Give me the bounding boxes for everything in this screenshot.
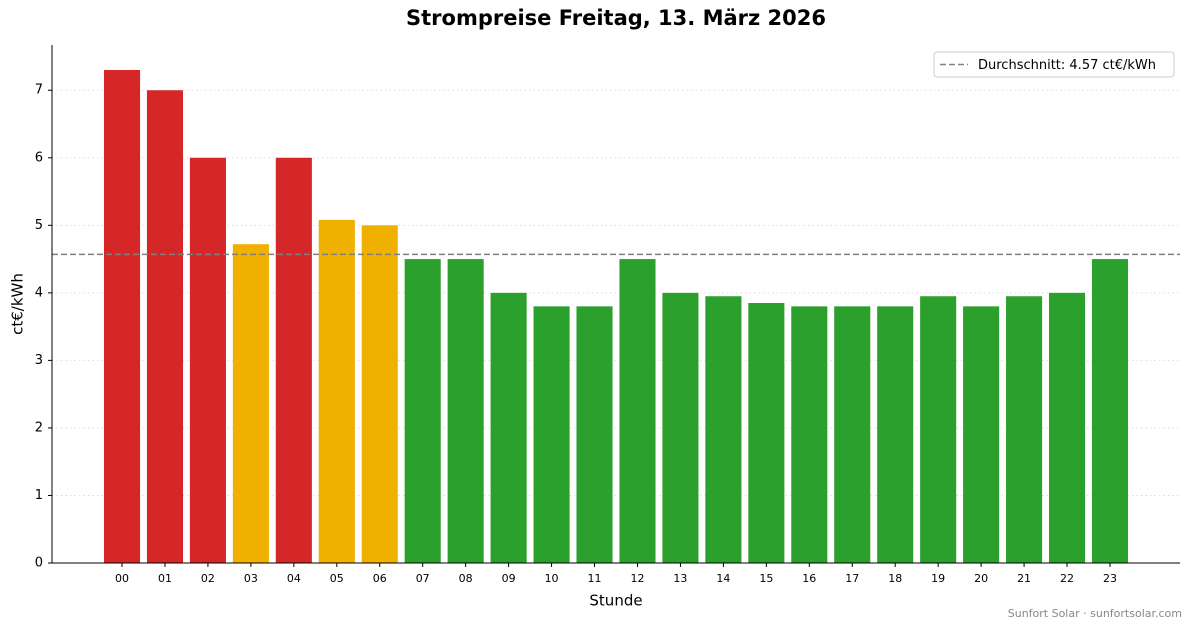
x-tick-label: 16 [802, 572, 816, 585]
legend-box [933, 51, 1175, 78]
bar [834, 306, 871, 563]
x-tick-label: 08 [459, 572, 473, 585]
y-tick-label: 1 [35, 488, 43, 503]
x-tick-label: 18 [888, 572, 902, 585]
bar [662, 292, 699, 563]
x-tick-label: 10 [545, 572, 559, 585]
bar [1006, 296, 1043, 563]
legend-label: Durchschnitt: 4.57 ct€/kWh [978, 58, 1156, 73]
y-tick-label: 4 [35, 285, 43, 300]
bar [533, 306, 570, 563]
footer: Sunfort Solar · sunfortsolar.com [1008, 607, 1182, 620]
bar [705, 296, 742, 563]
bar [920, 296, 957, 563]
y-tick-label: 5 [35, 218, 43, 233]
bar [877, 306, 914, 563]
bar [748, 302, 785, 563]
bar [576, 306, 613, 563]
y-tick-label: 7 [35, 83, 43, 98]
bar [447, 259, 484, 563]
x-tick-label: 01 [158, 572, 172, 585]
x-tick-label: 11 [588, 572, 602, 585]
x-tick-label: 23 [1103, 572, 1117, 585]
x-tick-label: 05 [330, 572, 344, 585]
bar [1048, 292, 1086, 563]
x-tick-label: 00 [115, 572, 129, 585]
bar [232, 244, 269, 563]
x-tick-label: 19 [931, 572, 945, 585]
bar [404, 259, 441, 563]
y-tick-label: 6 [35, 150, 43, 165]
bar [275, 157, 312, 563]
x-tick-label: 03 [244, 572, 258, 585]
bar [189, 157, 226, 563]
x-tick-label: 12 [630, 572, 644, 585]
x-tick-label: 06 [373, 572, 387, 585]
x-tick-label: 09 [502, 572, 516, 585]
bar [146, 90, 184, 563]
bar [490, 292, 527, 563]
x-tick-label: 20 [974, 572, 988, 585]
bar [791, 306, 828, 563]
bar [1091, 259, 1129, 563]
y-tick-label: 0 [35, 556, 43, 571]
x-tick-label: 22 [1060, 572, 1074, 585]
x-tick-label: 04 [287, 572, 301, 585]
x-tick-label: 15 [759, 572, 773, 585]
x-axis-label: Stunde [589, 592, 642, 610]
bar [361, 225, 398, 563]
bar [103, 69, 141, 563]
x-tick-label: 17 [845, 572, 859, 585]
chart-title: Strompreise Freitag, 13. März 2026 [406, 6, 826, 30]
bar [619, 259, 656, 563]
y-tick-label: 2 [35, 420, 43, 435]
x-tick-label: 14 [716, 572, 730, 585]
y-tick-label: 3 [35, 353, 43, 368]
bar [318, 219, 355, 564]
x-tick-label: 13 [673, 572, 687, 585]
x-tick-label: 02 [201, 572, 215, 585]
x-tick-label: 21 [1017, 572, 1031, 585]
x-tick-label: 07 [416, 572, 430, 585]
bar [963, 306, 1000, 563]
y-axis-label: ct€/kWh [9, 273, 27, 335]
